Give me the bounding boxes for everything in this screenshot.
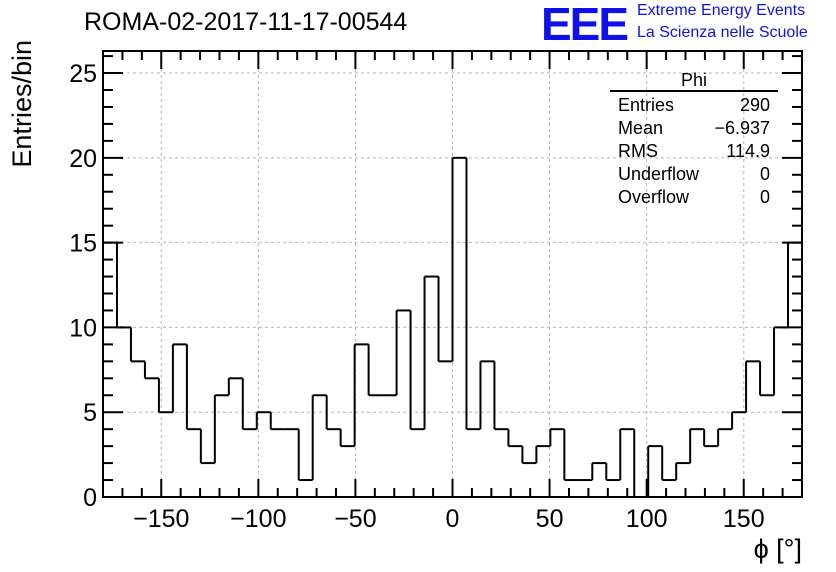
logo-tagline-2: La Scienza nelle Scuole [637,24,808,41]
x-tick-label: 150 [723,505,765,533]
y-tick-label: 15 [69,230,97,258]
stats-row-entries: Entries 290 [610,94,778,117]
logo-tagline-1: Extreme Energy Events [637,2,806,19]
stats-value: 114.9 [726,141,770,161]
x-tick-label: −100 [230,505,286,533]
axis-ticks [102,51,803,498]
x-tick-label: 100 [626,505,668,533]
x-axis-label: ϕ [°] [754,534,802,564]
x-tick-label: 0 [446,505,460,533]
run-title: ROMA-02-2017-11-17-00544 [84,8,408,36]
stats-row-underflow: Underflow 0 [610,163,778,186]
stats-row-overflow: Overflow 0 [610,186,778,209]
stats-value: 0 [759,164,770,184]
y-tick-label: 20 [69,145,97,173]
tick-labels: −150 −100 −50 0 50 100 150 0 5 10 15 20 25 [69,60,764,533]
y-axis-label: Entries/bin [7,40,37,168]
stats-value: −6.937 [714,118,770,138]
stats-value: 0 [759,187,770,207]
stats-value: 290 [739,95,770,115]
stats-label: Underflow [618,164,700,184]
y-tick-label: 10 [69,314,97,342]
stats-title: Phi [610,70,778,92]
stats-label: Mean [618,118,664,138]
y-tick-label: 5 [83,399,97,427]
x-tick-label: −50 [334,505,376,533]
stats-row-mean: Mean −6.937 [610,117,778,140]
stats-row-rms: RMS 114.9 [610,140,778,163]
stats-box: Phi Entries 290 Mean −6.937 RMS 114.9 Un… [610,70,778,209]
y-tick-label: 0 [83,484,97,512]
x-tick-label: −150 [133,505,189,533]
x-tick-label: 50 [536,505,564,533]
eee-logo: EEE [541,0,629,50]
y-tick-label: 25 [69,60,97,88]
stats-label: Entries [618,95,675,115]
stats-label: RMS [618,141,658,161]
stats-label: Overflow [618,187,690,207]
